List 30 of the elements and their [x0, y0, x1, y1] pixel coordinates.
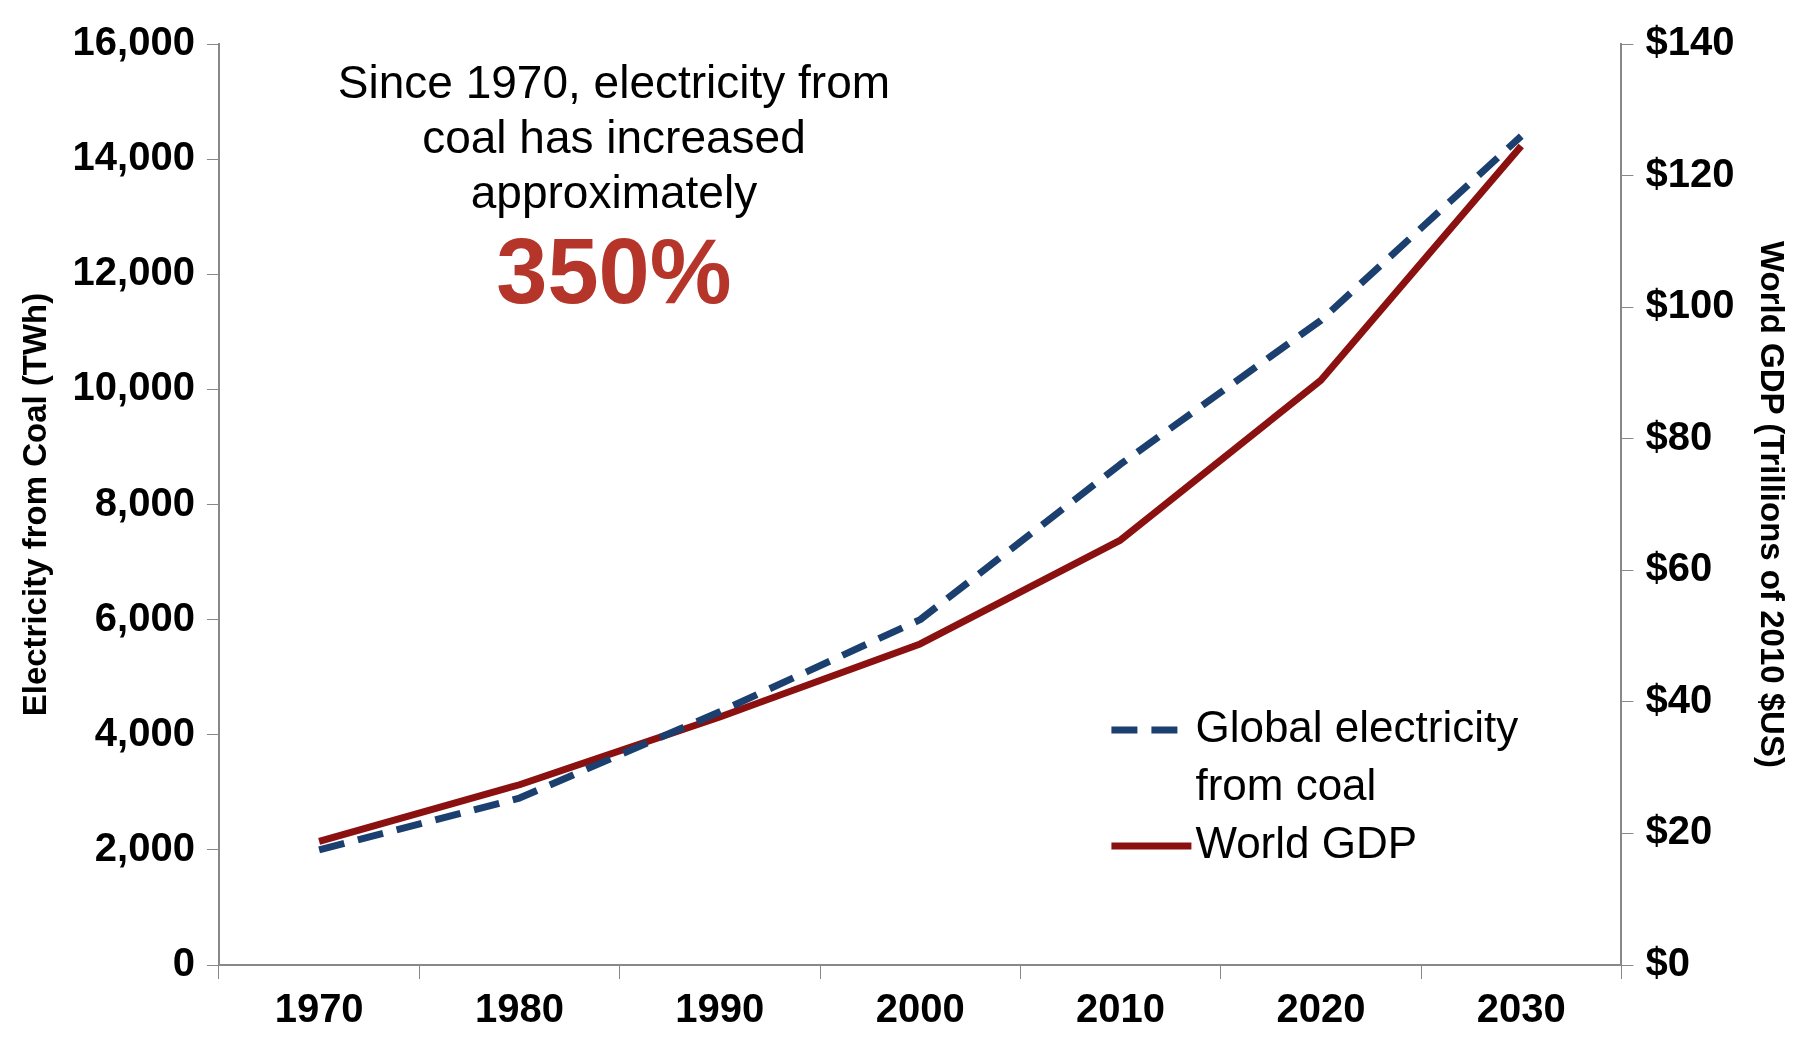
- y2-tick-label: $80: [1645, 413, 1713, 458]
- y2-tick-label: $40: [1645, 676, 1713, 721]
- y-tick-label: 10,000: [72, 364, 195, 409]
- y-tick-label: 16,000: [72, 19, 195, 64]
- legend-label: World GDP: [1195, 818, 1418, 868]
- y-tick-label: 14,000: [72, 134, 195, 179]
- annotation: Since 1970, electricity from coal has increased approximately: [337, 55, 891, 218]
- y2-axis-title: World GDP (Trillions of 2010 $US): [1754, 241, 1792, 768]
- y2-tick-label: $20: [1645, 808, 1713, 853]
- y-tick-label: 8,000: [94, 479, 195, 524]
- x-tick-label: 1990: [675, 986, 765, 1031]
- y2-tick-label: $140: [1645, 19, 1735, 64]
- x-tick-label: 2030: [1476, 986, 1566, 1031]
- y-tick-label: 12,000: [72, 249, 195, 294]
- x-tick-label: 2010: [1076, 986, 1166, 1031]
- y2-tick-label: $120: [1645, 150, 1735, 195]
- y2-tick-label: $100: [1645, 282, 1735, 327]
- y2-tick-label: $0: [1645, 940, 1690, 985]
- x-tick-label: 1970: [274, 986, 364, 1031]
- y-tick-label: 0: [172, 940, 195, 985]
- y2-tick-label: $60: [1645, 545, 1713, 590]
- x-tick-label: 2020: [1276, 986, 1366, 1031]
- y-axis-title: Electricity from Coal (TWh): [15, 292, 53, 717]
- y-tick-label: 2,000: [94, 824, 195, 869]
- y-tick-label: 6,000: [94, 594, 195, 639]
- x-tick-label: 2000: [875, 986, 965, 1031]
- y-tick-label: 4,000: [94, 709, 195, 754]
- annotation: 350%: [496, 220, 732, 323]
- x-tick-label: 1980: [474, 986, 564, 1031]
- legend-label: Global electricity from coal: [1195, 702, 1519, 810]
